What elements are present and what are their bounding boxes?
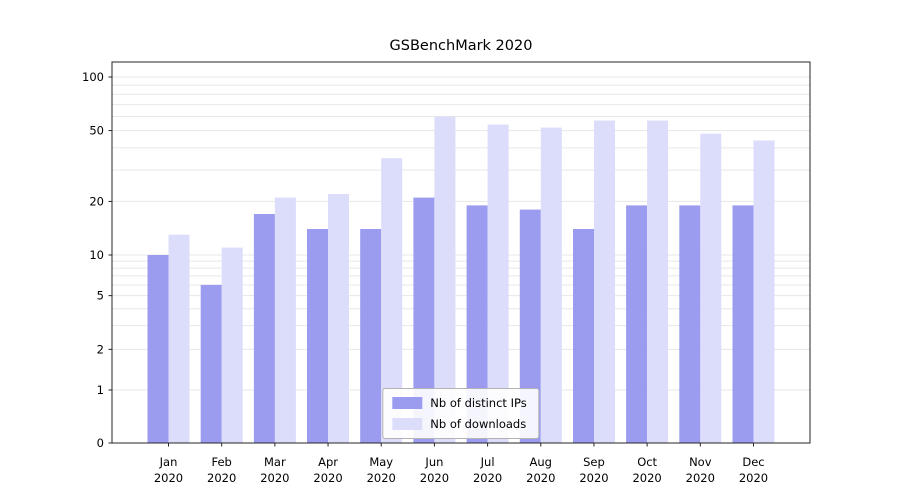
x-tick-label-month: May [369, 455, 393, 469]
bar-downloads-sep [594, 120, 615, 443]
bar-downloads-feb [221, 247, 243, 443]
x-tick-label-month: Jan [159, 455, 178, 469]
x-tick-label-month: Feb [211, 455, 231, 469]
y-tick-label: 2 [97, 342, 104, 356]
y-tick-label: 0 [97, 436, 104, 450]
bar-downloads-mar [274, 197, 296, 443]
bar-distinct-ips-may [360, 229, 382, 443]
x-tick-label-year: 2020 [207, 471, 236, 485]
bar-downloads-dec [753, 140, 775, 443]
x-tick-label-year: 2020 [367, 471, 396, 485]
x-tick-label-month: Sep [583, 455, 605, 469]
legend-label-downloads: Nb of downloads [430, 417, 527, 431]
y-tick-label: 50 [89, 124, 104, 138]
chart-title: GSBenchMark 2020 [389, 38, 533, 54]
legend-label-distinct-ips: Nb of distinct IPs [430, 396, 527, 410]
x-tick-label-month: Jul [480, 455, 495, 469]
bar-downloads-aug [540, 127, 562, 443]
y-tick-label: 100 [82, 70, 104, 84]
x-tick-label-month: Mar [264, 455, 286, 469]
bar-distinct-ips-jun [413, 197, 435, 443]
bar-downloads-apr [328, 194, 349, 443]
x-tick-label-year: 2020 [260, 471, 289, 485]
x-tick-label-month: Dec [742, 455, 764, 469]
x-tick-label-year: 2020 [632, 471, 661, 485]
bar-downloads-may [381, 158, 403, 443]
bar-downloads-nov [700, 133, 722, 443]
bar-downloads-jun [434, 116, 456, 443]
bar-distinct-ips-mar [253, 214, 275, 443]
legend-swatch-downloads [392, 418, 423, 430]
x-tick-label-year: 2020 [686, 471, 715, 485]
bar-downloads-jul [487, 124, 509, 443]
x-tick-label-year: 2020 [739, 471, 768, 485]
x-tick-label-month: Nov [689, 455, 712, 469]
x-tick-label-year: 2020 [420, 471, 449, 485]
y-tick-label: 10 [89, 248, 104, 262]
x-tick-label-year: 2020 [473, 471, 502, 485]
bar-distinct-ips-apr [307, 229, 328, 443]
x-tick-label-month: Jun [424, 455, 443, 469]
x-tick-label-month: Aug [530, 455, 552, 469]
plot-border [111, 61, 811, 444]
bar-downloads-oct [647, 120, 669, 443]
legend-item-distinct-ips: Nb of distinct IPs [392, 396, 527, 410]
bar-distinct-ips-jul [466, 205, 488, 443]
bar-downloads-jan [168, 234, 190, 443]
x-tick-label-year: 2020 [154, 471, 183, 485]
bar-distinct-ips-oct [626, 205, 648, 443]
x-tick-label-month: Apr [318, 455, 338, 469]
y-tick-label: 5 [97, 289, 104, 303]
bar-distinct-ips-nov [679, 205, 701, 443]
legend: Nb of distinct IPs Nb of downloads [382, 388, 540, 439]
y-tick-label: 20 [89, 194, 104, 208]
x-tick-label-year: 2020 [526, 471, 555, 485]
x-tick-label-month: Oct [637, 455, 657, 469]
bar-distinct-ips-dec [732, 205, 754, 443]
bar-distinct-ips-sep [573, 229, 594, 443]
legend-item-downloads: Nb of downloads [392, 417, 526, 431]
x-tick-label-year: 2020 [313, 471, 342, 485]
bar-distinct-ips-aug [519, 209, 541, 443]
x-tick-label-year: 2020 [579, 471, 608, 485]
bar-distinct-ips-jan [147, 255, 169, 443]
bar-distinct-ips-feb [200, 284, 222, 443]
y-tick-label: 1 [97, 383, 104, 397]
legend-swatch-distinct-ips [392, 397, 423, 409]
